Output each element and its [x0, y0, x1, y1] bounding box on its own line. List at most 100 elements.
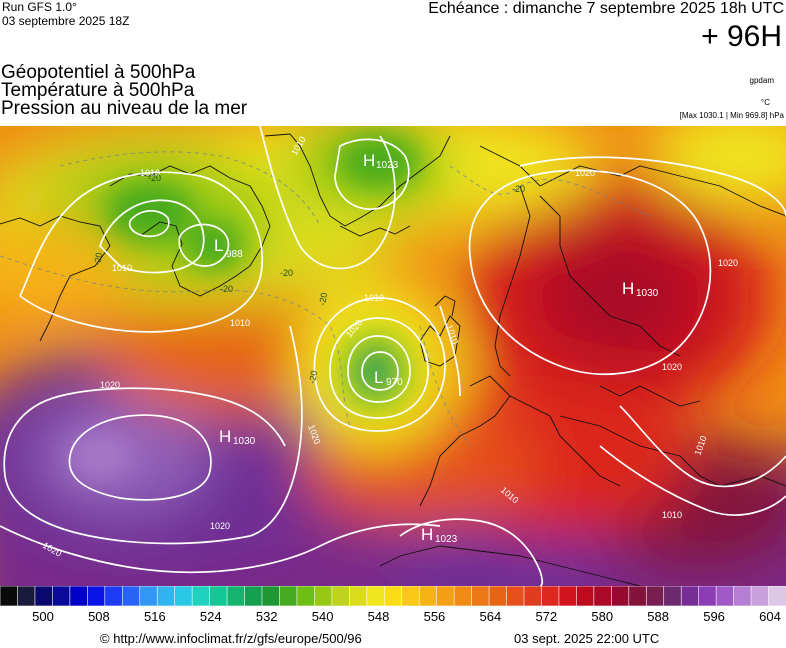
color-scale-swatch [733, 586, 752, 606]
color-scale-swatch [541, 586, 560, 606]
isobar-label: 1010 [364, 293, 384, 303]
color-scale-swatch [698, 586, 717, 606]
color-scale-swatch [506, 586, 525, 606]
svg-text:1030: 1030 [233, 436, 256, 447]
color-scale-swatch [349, 586, 368, 606]
generated-time: 03 sept. 2025 22:00 UTC [514, 631, 660, 646]
color-scale-swatch [331, 586, 351, 606]
color-scale-swatch [174, 586, 193, 606]
svg-text:970: 970 [386, 377, 403, 388]
color-scale-swatch [34, 586, 54, 606]
unit-temperature: °C [761, 98, 770, 107]
isobar-label: 1020 [662, 362, 682, 372]
svg-text:H: H [421, 525, 433, 544]
color-scale-ticks: 500 508 516 524 532 540 548 556 564 572 580 588 596 6… [0, 609, 786, 627]
color-scale-swatch [628, 586, 648, 606]
unit-geopotential: gpdam [749, 76, 774, 85]
color-scale-swatch [436, 586, 455, 606]
temperature-label: -20 [148, 173, 161, 183]
color-scale-tick: 588 [647, 609, 669, 624]
color-scale-swatch [17, 586, 36, 606]
svg-text:1023: 1023 [376, 160, 399, 171]
isobar-label: 1020 [575, 168, 595, 178]
isobar-label: 1010 [662, 510, 682, 520]
temperature-label: -20 [317, 292, 329, 307]
svg-text:1023: 1023 [435, 534, 458, 545]
color-scale-swatch [715, 586, 735, 606]
color-scale-swatch [453, 586, 473, 606]
color-scale-swatch [139, 586, 158, 606]
color-scale-swatch [87, 586, 106, 606]
color-scale-swatch [0, 586, 19, 606]
temperature-label: -20 [307, 370, 319, 385]
color-scale-swatch [261, 586, 281, 606]
color-scale-swatch [121, 586, 141, 606]
color-scale-swatch [244, 586, 263, 606]
weather-map: 1010 1010 1010 1010 1020 1020 1020 1020 … [0, 126, 786, 586]
svg-text:L: L [214, 236, 223, 255]
high-center: H 1023 [421, 525, 458, 545]
color-scale-swatch [191, 586, 211, 606]
isobar-label: 1010 [140, 168, 160, 178]
color-scale-swatch [611, 586, 630, 606]
color-scale-swatch [401, 586, 421, 606]
pressure-centers: H 1023 L 988 H 1030 L 970 H 1030 H 1023 [214, 151, 659, 545]
temperature-label: -20 [512, 184, 525, 194]
title-pressure: Pression au niveau de la mer [1, 98, 248, 119]
temperature-label: -20 [220, 284, 233, 294]
color-scale-tick: 500 [32, 609, 54, 624]
color-scale-tick: 564 [479, 609, 502, 624]
valid-time: Echéance : dimanche 7 septembre 2025 18h… [428, 0, 784, 17]
color-scale-tick: 532 [255, 609, 278, 624]
low-center: L 970 [374, 368, 403, 388]
map-titles: Géopotentiel à 500hPa Température à 500h… [1, 63, 248, 119]
temperature-label: -20 [280, 268, 293, 278]
color-scale-tick: 556 [423, 609, 446, 624]
color-scale-tick: 572 [535, 609, 558, 624]
temperature-labels: -20 -20 -20 -20 -20 -20 -20 [92, 173, 525, 384]
color-scale [0, 586, 786, 606]
svg-text:H: H [363, 151, 375, 170]
color-scale-swatch [558, 586, 578, 606]
color-scale-tick: 548 [367, 609, 390, 624]
svg-text:1030: 1030 [636, 288, 659, 299]
svg-text:988: 988 [226, 249, 243, 260]
color-scale-swatch [576, 586, 595, 606]
color-scale-swatch [314, 586, 333, 606]
color-scale-swatch [366, 586, 386, 606]
color-scale-swatch [296, 586, 316, 606]
color-scale-tick: 540 [311, 609, 334, 624]
color-scale-swatch [156, 586, 176, 606]
color-scale-tick: 508 [88, 609, 110, 624]
isobar-label: 1020 [210, 521, 230, 531]
lead-time: + 96H [701, 20, 782, 53]
color-scale-swatch [52, 586, 71, 606]
color-scale-tick: 516 [143, 609, 166, 624]
run-model: Run GFS 1.0° [2, 0, 77, 14]
color-scale-swatch [104, 586, 124, 606]
svg-text:H: H [219, 427, 231, 446]
color-scale-swatch [488, 586, 508, 606]
color-scale-swatch [768, 586, 786, 606]
temperature-label: -20 [92, 252, 104, 267]
color-scale-tick: 580 [591, 609, 614, 624]
isobar-label: 1010 [230, 318, 250, 328]
color-scale-swatch [663, 586, 682, 606]
title-temperature: Température à 500hPa [1, 80, 195, 101]
color-scale-swatch [209, 586, 228, 606]
svg-text:H: H [622, 279, 634, 298]
color-scale-tick: 604 [759, 609, 781, 624]
isobar-label: 1020 [100, 380, 120, 390]
pressure-minmax: [Max 1030.1 | Min 969.8] hPa [679, 111, 784, 120]
high-center: H 1030 [219, 427, 256, 447]
color-scale-swatch [226, 586, 246, 606]
svg-text:L: L [374, 368, 383, 387]
high-center: H 1030 [622, 279, 659, 299]
isobars [0, 126, 786, 586]
high-center: H 1023 [363, 151, 399, 171]
color-scale-swatch [750, 586, 770, 606]
color-scale-swatch [69, 586, 89, 606]
run-date: 03 septembre 2025 18Z [2, 14, 130, 28]
low-center: L 988 [214, 236, 243, 260]
color-scale-swatch [680, 586, 700, 606]
